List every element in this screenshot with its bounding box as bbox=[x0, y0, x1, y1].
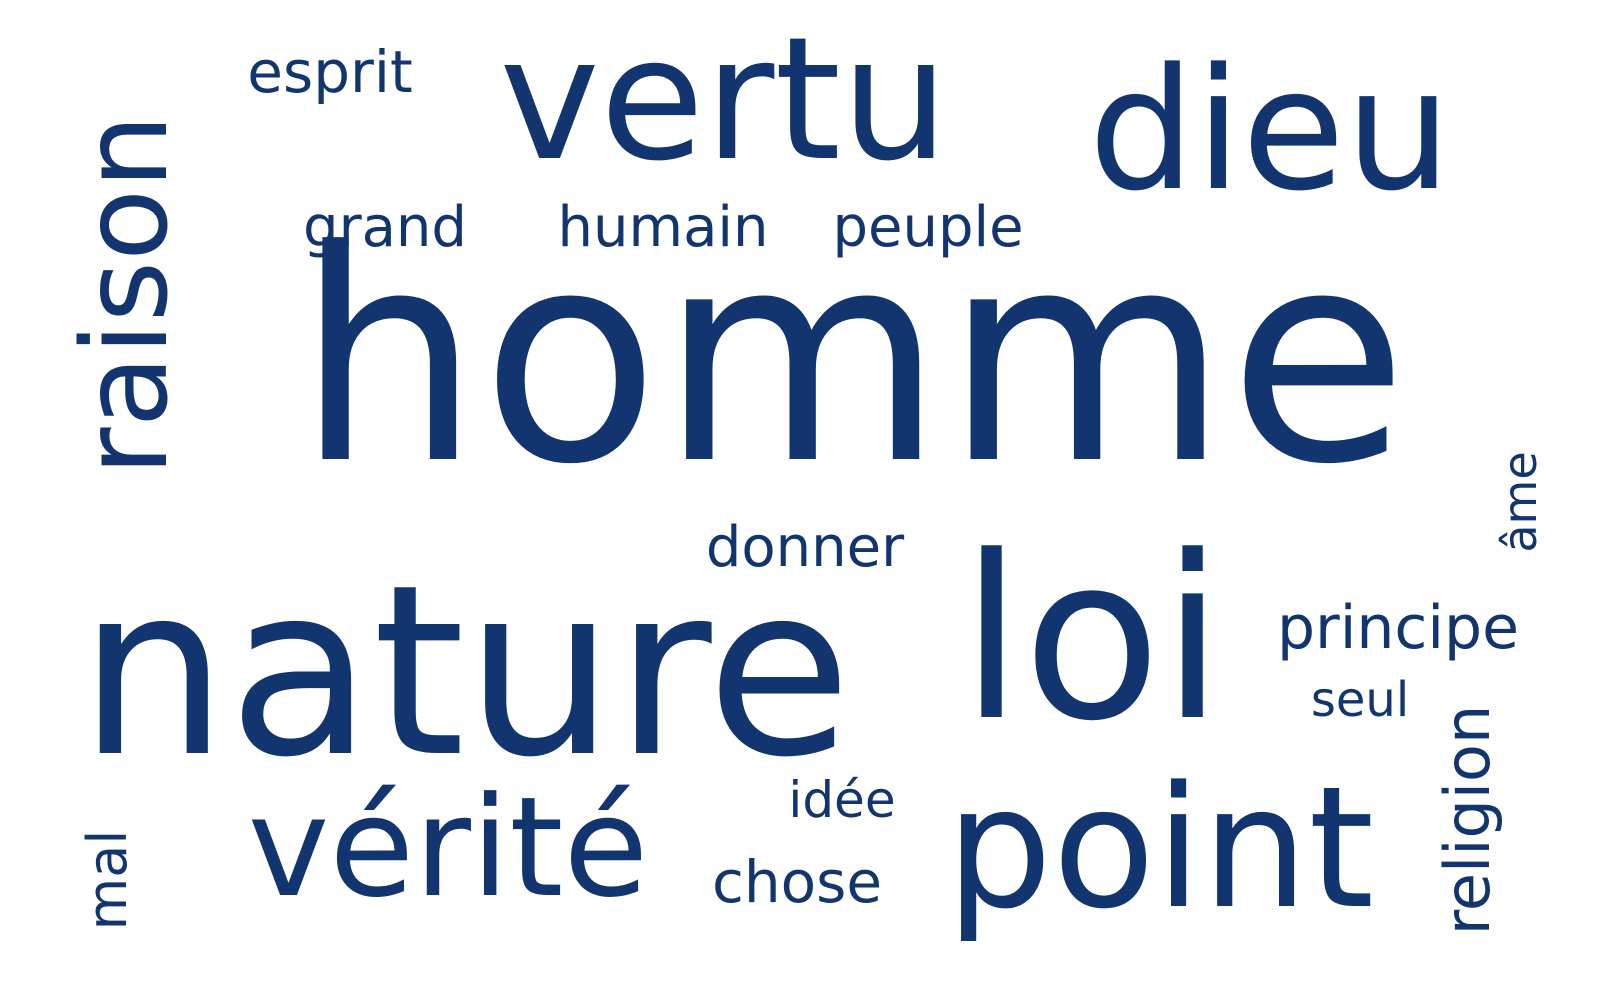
word-peuple: peuple bbox=[832, 195, 1024, 260]
word-vertu: vertu bbox=[499, 1, 949, 199]
word-idee: idée bbox=[788, 771, 896, 829]
word-loi: loi bbox=[960, 508, 1224, 771]
word-dieu: dieu bbox=[1088, 32, 1452, 228]
word-esprit: esprit bbox=[247, 38, 413, 106]
word-principe: principe bbox=[1276, 593, 1520, 663]
word-verite: vérité bbox=[247, 767, 649, 928]
word-point: point bbox=[945, 750, 1375, 946]
word-homme: homme bbox=[295, 188, 1409, 528]
word-chose: chose bbox=[711, 848, 883, 916]
word-grand: grand bbox=[303, 195, 467, 260]
word-donner: donner bbox=[705, 515, 905, 580]
word-seul: seul bbox=[1310, 672, 1410, 728]
word-ame: âme bbox=[1493, 451, 1547, 553]
word-humain: humain bbox=[557, 195, 769, 260]
word-religion: religion bbox=[1431, 704, 1504, 936]
word-raison: raison bbox=[56, 113, 194, 477]
word-mal: mal bbox=[76, 829, 139, 931]
word-nature: nature bbox=[78, 534, 852, 809]
